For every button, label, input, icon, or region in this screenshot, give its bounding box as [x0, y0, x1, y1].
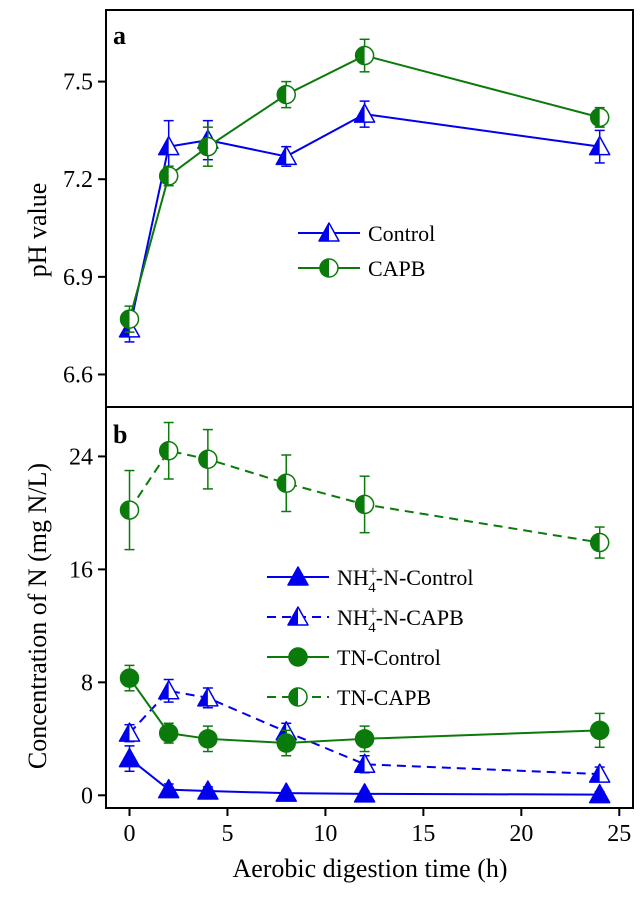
- data-point: [354, 729, 375, 749]
- legend-marker: [288, 687, 308, 707]
- x-tick-label: 15: [411, 821, 435, 847]
- x-axis-ticks: 0 5 10 15 20 25: [124, 808, 631, 847]
- data-point: [198, 136, 218, 157]
- panel-b-frame: [105, 406, 634, 809]
- series-line: [128, 677, 600, 745]
- x-tick-label: 10: [313, 821, 337, 847]
- panel-a-frame: [105, 9, 634, 408]
- legend-marker: [287, 606, 309, 626]
- data-point: [118, 747, 141, 768]
- series-1: [118, 100, 611, 343]
- data-point: [275, 782, 297, 802]
- data-point: [158, 166, 179, 186]
- legend-marker: [287, 566, 309, 586]
- legend-label: Control: [368, 221, 435, 246]
- data-point: [588, 763, 611, 783]
- data-point: [158, 723, 179, 743]
- legend-item: CAPB: [298, 256, 425, 281]
- data-point: [588, 135, 611, 156]
- y-tick-label: 6.6: [63, 362, 93, 388]
- legend-item: TN-CAPB: [267, 685, 431, 710]
- panel-b-legend: NH+ 4-N-Control NH+ 4-N-CAPB TN-Control TN-CA…: [267, 564, 474, 710]
- data-point: [197, 687, 219, 707]
- series-line: [128, 757, 600, 796]
- panel-b-y-axis-title: Concentration of N (mg N/L): [23, 463, 52, 769]
- legend-marker: [288, 647, 308, 667]
- data-point: [158, 441, 179, 461]
- legend-item: Control: [298, 221, 435, 246]
- panel-a-letter: a: [113, 21, 126, 50]
- data-point: [275, 145, 297, 166]
- data-point: [197, 780, 219, 800]
- data-point: [589, 107, 610, 128]
- legend-marker: [318, 222, 340, 242]
- y-tick-label: 7.2: [63, 167, 93, 193]
- data-point: [118, 722, 141, 742]
- series-2: [119, 38, 610, 333]
- data-point: [354, 45, 375, 66]
- panel-b-plot: [118, 421, 611, 804]
- data-point: [589, 720, 610, 741]
- legend-label: CAPB: [368, 256, 425, 281]
- y-tick-label: 0: [81, 783, 93, 809]
- data-point: [353, 783, 376, 803]
- data-point: [276, 733, 296, 753]
- legend-item: NH+ 4-N-CAPB: [267, 604, 464, 636]
- data-point: [354, 494, 375, 515]
- panel-a-plot: [118, 38, 611, 343]
- series-3: [119, 664, 610, 757]
- legend-item: TN-Control: [267, 645, 441, 670]
- panel-a-legend: Control CAPB: [298, 221, 435, 281]
- data-point: [353, 103, 376, 123]
- legend-label: TN-Control: [337, 645, 441, 670]
- x-tick-label: 0: [124, 821, 136, 847]
- series-line: [128, 54, 600, 320]
- x-axis-title: Aerobic digestion time (h): [232, 854, 507, 883]
- data-point: [588, 783, 611, 804]
- x-tick-label: 25: [607, 821, 631, 847]
- legend-marker: [319, 258, 339, 278]
- panel-b-letter: b: [113, 420, 127, 449]
- legend-item: NH+ 4-N-Control: [267, 564, 474, 596]
- y-tick-label: 6.9: [63, 265, 93, 291]
- data-point: [353, 753, 376, 773]
- data-point: [198, 449, 218, 469]
- data-point: [119, 668, 140, 688]
- data-point: [157, 135, 180, 156]
- data-point: [276, 84, 296, 105]
- y-tick-label: 16: [69, 557, 93, 583]
- legend-label: NH+ 4-N-CAPB: [337, 604, 464, 636]
- series-line: [128, 449, 600, 544]
- data-point: [157, 778, 180, 799]
- series-1: [118, 745, 611, 804]
- panel-a-y-axis-title: pH value: [23, 183, 52, 278]
- panel-b-ticks: 0 8 16 24: [69, 444, 106, 809]
- legend-label: TN-CAPB: [337, 685, 431, 710]
- data-point: [119, 309, 140, 329]
- y-tick-label: 8: [81, 670, 93, 696]
- data-point: [157, 680, 180, 700]
- data-point: [276, 473, 296, 493]
- panel-a-ticks: 6.6 6.9 7.2 7.5: [63, 70, 106, 388]
- legend-label: NH+ 4-N-Control: [337, 564, 474, 596]
- x-tick-label: 5: [221, 821, 233, 847]
- y-tick-label: 24: [69, 444, 93, 470]
- x-tick-label: 20: [509, 821, 533, 847]
- data-point: [198, 729, 218, 749]
- series-4: [119, 421, 610, 559]
- data-point: [119, 500, 140, 520]
- data-point: [589, 532, 610, 553]
- y-tick-label: 7.5: [63, 70, 93, 96]
